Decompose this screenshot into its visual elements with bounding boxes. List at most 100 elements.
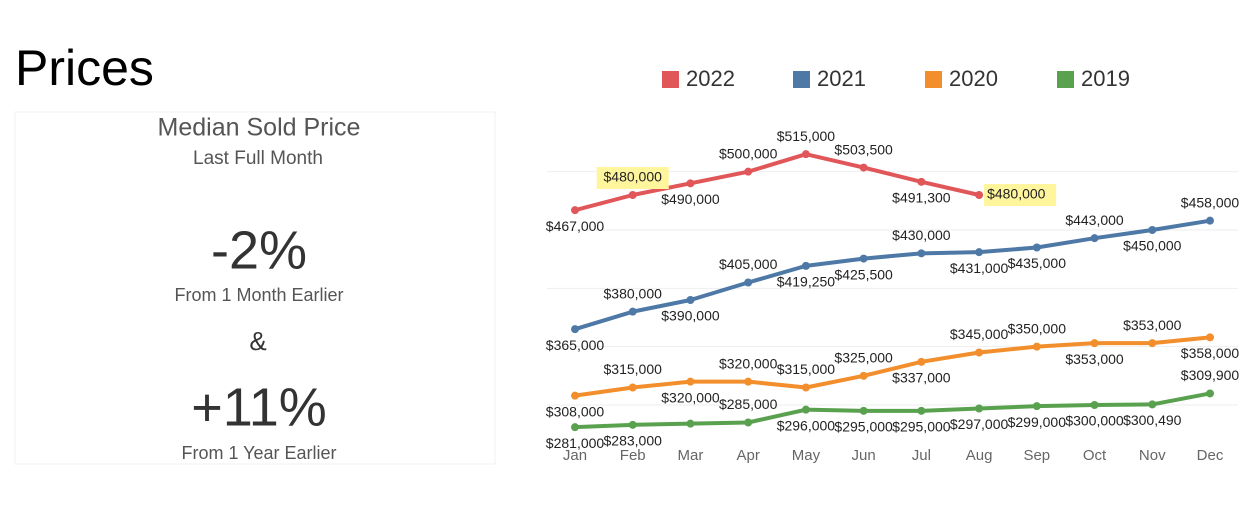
data-point — [744, 418, 753, 427]
x-tick-label: Sep — [1023, 447, 1050, 464]
data-label: $435,000 — [1008, 255, 1067, 271]
data-point — [686, 179, 695, 188]
data-label: $390,000 — [661, 308, 720, 324]
legend-label: 2019 — [1081, 66, 1130, 91]
data-label: $430,000 — [892, 227, 951, 243]
data-label: $325,000 — [834, 350, 893, 366]
data-label: $315,000 — [604, 361, 663, 377]
data-point — [917, 177, 926, 186]
data-point — [1090, 234, 1099, 243]
x-tick-label: Jul — [912, 447, 931, 464]
data-point — [1090, 401, 1099, 409]
kpi-month-change: -2% — [211, 220, 307, 280]
data-label: $425,500 — [834, 266, 893, 282]
data-label: $353,000 — [1065, 351, 1124, 367]
label-highlight — [596, 167, 669, 189]
data-label: $458,000 — [1181, 194, 1240, 210]
data-point — [686, 296, 695, 304]
data-point — [686, 377, 695, 386]
data-point — [744, 167, 753, 176]
x-tick-label: Apr — [737, 447, 760, 464]
data-point — [571, 206, 579, 215]
data-label: $320,000 — [719, 355, 778, 371]
label-highlight — [984, 184, 1057, 206]
x-tick-label: Aug — [966, 447, 993, 464]
data-label: $296,000 — [777, 417, 836, 433]
data-label: $300,490 — [1123, 412, 1182, 428]
x-tick-label: Dec — [1197, 447, 1224, 464]
data-label: $281,000 — [546, 435, 605, 451]
data-point — [917, 357, 926, 366]
data-point — [628, 191, 637, 199]
data-point — [801, 405, 810, 414]
x-tick-label: Feb — [620, 447, 646, 464]
data-point — [744, 377, 753, 386]
data-point — [1032, 342, 1041, 351]
data-label: $503,500 — [834, 141, 893, 157]
data-label: $295,000 — [834, 419, 893, 435]
data-point — [744, 278, 753, 287]
data-label: $405,000 — [719, 256, 778, 272]
series-line — [574, 335, 1211, 398]
data-point — [1148, 400, 1157, 409]
legend-swatch — [1057, 71, 1074, 88]
x-tick-label: Oct — [1083, 447, 1107, 464]
series-line — [574, 391, 1211, 430]
data-point — [1206, 216, 1214, 225]
data-label: $295,000 — [892, 419, 951, 435]
data-label: $299,000 — [1008, 414, 1067, 430]
data-point — [975, 404, 984, 413]
data-label: $419,250 — [777, 274, 836, 290]
kpi-title: Median Sold Price — [158, 114, 361, 142]
data-label: $283,000 — [604, 433, 663, 449]
kpi-panel — [14, 111, 496, 465]
data-point — [628, 420, 637, 429]
kpi-month-caption: From 1 Month Earlier — [174, 285, 343, 305]
data-point — [686, 419, 695, 428]
data-label: $365,000 — [546, 337, 605, 353]
data-point — [1206, 389, 1214, 398]
data-point — [571, 423, 579, 432]
data-label: $315,000 — [777, 361, 836, 377]
data-point — [801, 383, 810, 392]
kpi-year-caption: From 1 Year Earlier — [181, 443, 336, 463]
line-chart: Jan Feb Mar Apr May Jun Jul Aug Sep Oct Nov Dec 2022… — [546, 66, 1240, 464]
series-line — [574, 218, 1211, 332]
data-label: $450,000 — [1123, 238, 1182, 254]
data-label: $380,000 — [604, 285, 663, 301]
data-point — [859, 406, 868, 415]
data-label: $297,000 — [950, 416, 1009, 432]
page-title: Prices — [15, 40, 154, 96]
x-tick-label: Jan — [563, 447, 587, 464]
data-label: $480,000 — [987, 186, 1046, 202]
data-point — [1090, 339, 1099, 348]
data-point — [859, 254, 868, 263]
data-point — [859, 163, 868, 172]
data-point — [975, 248, 984, 257]
legend-swatch — [662, 71, 679, 88]
data-label: $431,000 — [950, 260, 1009, 276]
data-point — [1032, 402, 1041, 411]
data-label: $350,000 — [1008, 320, 1067, 336]
data-point — [801, 150, 810, 159]
kpi-subtitle: Last Full Month — [193, 148, 323, 169]
x-tick-label: Jun — [852, 447, 876, 464]
data-point — [1206, 333, 1214, 342]
kpi-year-change: +11% — [191, 377, 327, 437]
data-label: $490,000 — [661, 191, 720, 207]
series-line — [574, 152, 980, 213]
data-point — [859, 371, 868, 380]
data-point — [975, 348, 984, 357]
data-label: $308,000 — [546, 403, 605, 419]
data-label: $337,000 — [892, 370, 951, 386]
x-tick-label: May — [792, 447, 821, 464]
data-point — [917, 249, 926, 258]
data-label: $358,000 — [1181, 345, 1240, 361]
legend-label: 2020 — [949, 66, 998, 91]
data-label: $320,000 — [661, 389, 720, 405]
data-label: $467,000 — [546, 218, 605, 234]
data-point — [801, 261, 810, 270]
data-point — [1032, 243, 1041, 252]
x-tick-label: Nov — [1139, 447, 1166, 464]
